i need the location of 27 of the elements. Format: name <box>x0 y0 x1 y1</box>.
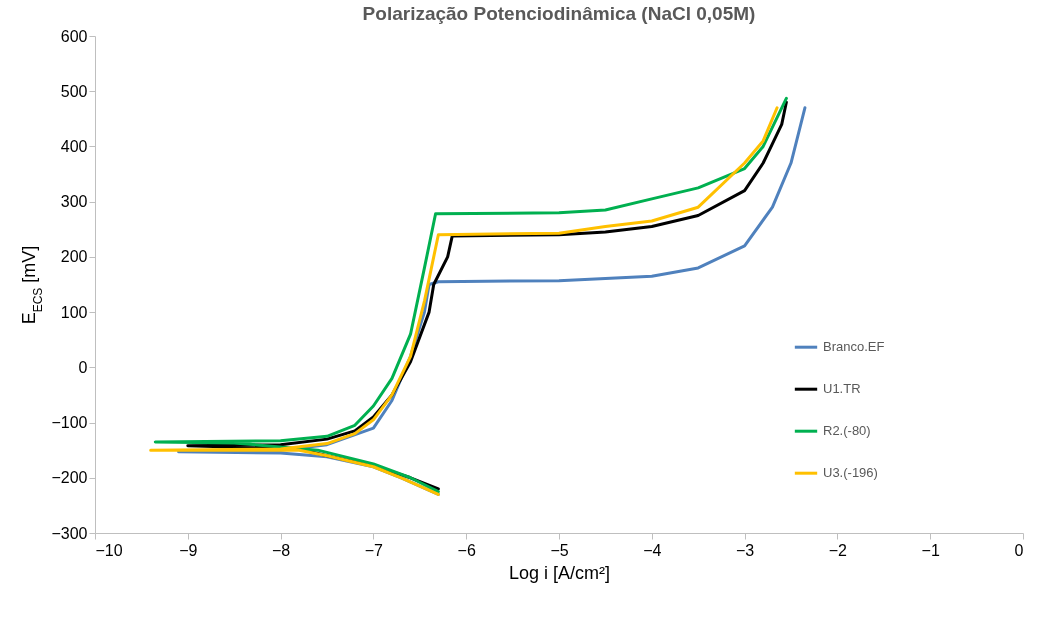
x-tick-label: −9 <box>179 541 198 559</box>
legend-label: R2.(-80) <box>823 423 871 439</box>
y-tick-label: 600 <box>60 27 88 45</box>
legend-label: U1.TR <box>823 381 861 397</box>
y-tick-label: −200 <box>51 469 88 487</box>
y-tick-label: 0 <box>78 358 88 376</box>
x-tick-label: −10 <box>95 541 123 559</box>
x-tick-label: −3 <box>735 541 755 559</box>
x-tick-label: −5 <box>550 541 569 559</box>
x-tick-label: −2 <box>828 541 848 559</box>
y-tick-label: 400 <box>60 137 88 155</box>
y-tick-label: 200 <box>60 248 88 266</box>
y-tick-label: 300 <box>60 193 88 211</box>
x-tick-label: −1 <box>921 541 940 559</box>
legend-label: U3.(-196) <box>823 465 878 481</box>
x-tick-label: −8 <box>271 541 291 559</box>
chart-title: Polarização Potenciodinâmica (NaCl 0,05M) <box>362 3 756 24</box>
y-tick-label: 100 <box>60 303 88 321</box>
legend-label: Branco.EF <box>823 339 885 355</box>
y-tick-label: −300 <box>51 524 88 542</box>
x-tick-label: 0 <box>1014 541 1024 559</box>
x-tick-label: −6 <box>457 541 476 559</box>
y-tick-label: −100 <box>51 414 88 432</box>
x-axis-title: Log i [A/cm²] <box>508 562 611 583</box>
x-tick-label: −7 <box>364 541 384 559</box>
y-tick-label: 500 <box>60 82 88 100</box>
x-tick-label: −4 <box>643 541 662 559</box>
